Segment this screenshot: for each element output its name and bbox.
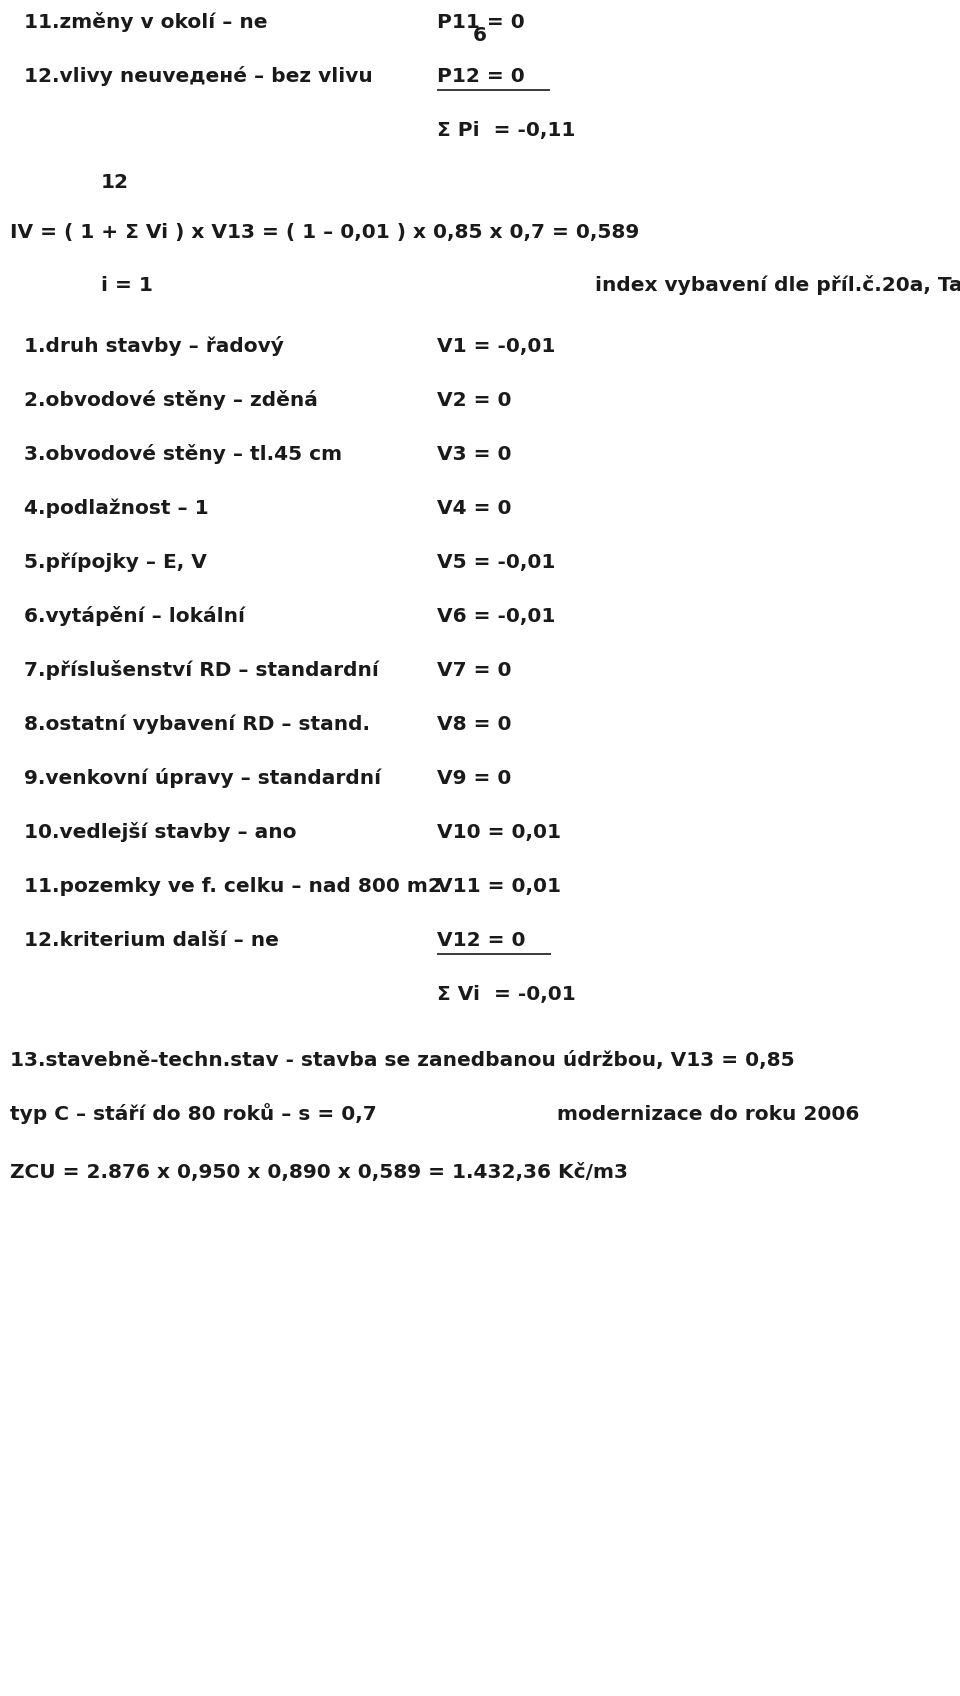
Text: V2 = 0: V2 = 0 (437, 392, 512, 410)
Text: V6 = -0,01: V6 = -0,01 (437, 607, 555, 626)
Text: i = 1: i = 1 (101, 276, 153, 295)
Text: ZCU = 2.876 x 0,950 x 0,890 x 0,589 = 1.432,36 Kč/m3: ZCU = 2.876 x 0,950 x 0,890 x 0,589 = 1.… (10, 1163, 628, 1182)
Text: V8 = 0: V8 = 0 (437, 716, 512, 734)
Text: V3 = 0: V3 = 0 (437, 444, 512, 465)
Text: IV = ( 1 + Σ Vi ) x V13 = ( 1 – 0,01 ) x 0,85 x 0,7 = 0,589: IV = ( 1 + Σ Vi ) x V13 = ( 1 – 0,01 ) x… (10, 222, 638, 243)
Text: V9 = 0: V9 = 0 (437, 768, 511, 789)
Text: 12.vlivy neuveденé – bez vlivu: 12.vlivy neuveденé – bez vlivu (24, 66, 372, 86)
Text: Σ Vi  = -0,01: Σ Vi = -0,01 (437, 985, 576, 1004)
Text: 6: 6 (473, 25, 487, 46)
Text: 7.příslušenství RD – standardní: 7.příslušenství RD – standardní (24, 660, 379, 680)
Text: 5.přípojky – E, V: 5.přípojky – E, V (24, 553, 206, 572)
Text: V5 = -0,01: V5 = -0,01 (437, 553, 555, 572)
Text: 3.obvodové stěny – tl.45 cm: 3.obvodové stěny – tl.45 cm (24, 444, 342, 465)
Text: P12 = 0: P12 = 0 (437, 68, 524, 86)
Text: modernizace do roku 2006: modernizace do roku 2006 (557, 1106, 859, 1124)
Text: Σ Pi  = -0,11: Σ Pi = -0,11 (437, 120, 575, 141)
Text: P11 = 0: P11 = 0 (437, 14, 524, 32)
Text: V12 = 0: V12 = 0 (437, 931, 525, 950)
Text: 6.vytápění – lokální: 6.vytápění – lokální (24, 605, 245, 626)
Text: 4.podlažnost – 1: 4.podlažnost – 1 (24, 499, 208, 517)
Text: V1 = -0,01: V1 = -0,01 (437, 338, 555, 356)
Text: 9.venkovní úpravy – standardní: 9.venkovní úpravy – standardní (24, 768, 381, 789)
Text: 12: 12 (101, 173, 129, 192)
Text: V11 = 0,01: V11 = 0,01 (437, 877, 561, 895)
Text: 11.pozemky ve f. celku – nad 800 m2: 11.pozemky ve f. celku – nad 800 m2 (24, 877, 442, 895)
Text: 2.obvodové stěny – zděná: 2.obvodové stěny – zděná (24, 390, 318, 410)
Text: 11.změny v okolí – ne: 11.změny v okolí – ne (24, 12, 268, 32)
Text: 12.kriterium další – ne: 12.kriterium další – ne (24, 931, 278, 950)
Text: 1.druh stavby – řadový: 1.druh stavby – řadový (24, 336, 284, 356)
Text: typ C – stáří do 80 roků – s = 0,7: typ C – stáří do 80 roků – s = 0,7 (10, 1102, 376, 1124)
Text: V4 = 0: V4 = 0 (437, 499, 512, 517)
Text: 8.ostatní vybavení RD – stand.: 8.ostatní vybavení RD – stand. (24, 714, 370, 734)
Text: 13.stavebně-techn.stav - stavba se zanedbanou údržbou, V13 = 0,85: 13.stavebně-techn.stav - stavba se zaned… (10, 1052, 794, 1070)
Text: V7 = 0: V7 = 0 (437, 661, 512, 680)
Text: 10.vedlejší stavby – ano: 10.vedlejší stavby – ano (24, 823, 297, 841)
Text: V10 = 0,01: V10 = 0,01 (437, 823, 561, 841)
Text: index vybavení dle příl.č.20a, Tab.č.2: index vybavení dle příl.č.20a, Tab.č.2 (595, 275, 960, 295)
